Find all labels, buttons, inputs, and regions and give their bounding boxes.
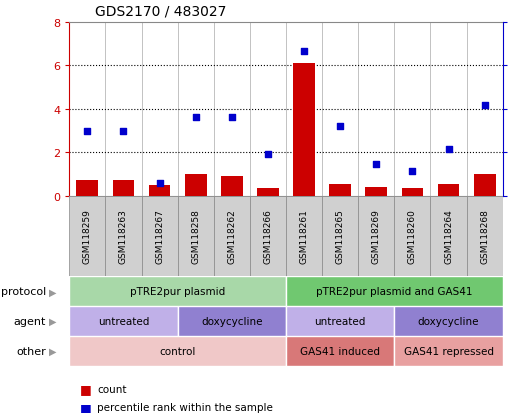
Text: pTRE2pur plasmid: pTRE2pur plasmid [130, 287, 225, 297]
FancyBboxPatch shape [286, 196, 322, 277]
Point [408, 169, 417, 175]
FancyBboxPatch shape [467, 196, 503, 277]
Text: ■: ■ [80, 401, 91, 413]
FancyBboxPatch shape [105, 196, 142, 277]
Text: GSM118268: GSM118268 [480, 209, 489, 264]
Bar [365, 188, 387, 196]
Text: untreated: untreated [98, 316, 149, 326]
FancyBboxPatch shape [214, 196, 250, 277]
Bar [221, 177, 243, 196]
FancyBboxPatch shape [394, 306, 503, 336]
FancyBboxPatch shape [286, 306, 394, 336]
FancyBboxPatch shape [177, 306, 286, 336]
Bar [438, 184, 460, 196]
Text: GSM118262: GSM118262 [227, 209, 236, 264]
Point [372, 161, 381, 168]
Point [155, 181, 164, 188]
Bar [293, 64, 315, 196]
Point [444, 146, 452, 153]
Text: GSM118263: GSM118263 [119, 209, 128, 264]
Text: GAS41 repressed: GAS41 repressed [404, 346, 494, 356]
FancyBboxPatch shape [322, 196, 358, 277]
Bar [402, 189, 423, 196]
FancyBboxPatch shape [69, 336, 286, 366]
Point [120, 129, 128, 135]
Bar [474, 174, 496, 196]
FancyBboxPatch shape [394, 196, 430, 277]
FancyBboxPatch shape [177, 196, 214, 277]
Text: control: control [160, 346, 196, 356]
FancyBboxPatch shape [250, 196, 286, 277]
Text: GSM118267: GSM118267 [155, 209, 164, 264]
Text: count: count [97, 384, 127, 394]
FancyBboxPatch shape [286, 277, 503, 306]
Point [228, 115, 236, 121]
FancyBboxPatch shape [394, 336, 503, 366]
Text: GSM118266: GSM118266 [264, 209, 272, 264]
Text: pTRE2pur plasmid and GAS41: pTRE2pur plasmid and GAS41 [316, 287, 472, 297]
Text: GSM118259: GSM118259 [83, 209, 92, 264]
Text: ■: ■ [80, 382, 91, 395]
Text: ▶: ▶ [49, 346, 56, 356]
Bar [76, 181, 98, 196]
Bar [329, 184, 351, 196]
Text: doxycycline: doxycycline [418, 316, 479, 326]
Text: doxycycline: doxycycline [201, 316, 263, 326]
FancyBboxPatch shape [286, 336, 394, 366]
Bar [185, 174, 207, 196]
FancyBboxPatch shape [69, 196, 105, 277]
Point [300, 49, 308, 55]
Text: ▶: ▶ [49, 287, 56, 297]
FancyBboxPatch shape [142, 196, 177, 277]
Text: agent: agent [14, 316, 46, 326]
Point [264, 151, 272, 158]
Point [336, 123, 344, 130]
FancyBboxPatch shape [430, 196, 467, 277]
Text: GSM118261: GSM118261 [300, 209, 308, 264]
Point [83, 129, 91, 135]
Text: GSM118264: GSM118264 [444, 209, 453, 264]
Text: GSM118265: GSM118265 [336, 209, 345, 264]
Text: protocol: protocol [1, 287, 46, 297]
Text: GSM118258: GSM118258 [191, 209, 200, 264]
FancyBboxPatch shape [358, 196, 394, 277]
Text: GSM118260: GSM118260 [408, 209, 417, 264]
Text: GSM118269: GSM118269 [372, 209, 381, 264]
Text: GAS41 induced: GAS41 induced [300, 346, 380, 356]
Point [481, 103, 489, 109]
FancyBboxPatch shape [69, 306, 177, 336]
Text: ▶: ▶ [49, 316, 56, 326]
Text: percentile rank within the sample: percentile rank within the sample [97, 402, 273, 412]
FancyBboxPatch shape [69, 277, 286, 306]
Text: GDS2170 / 483027: GDS2170 / 483027 [95, 5, 226, 19]
Bar [113, 181, 134, 196]
Point [191, 115, 200, 121]
Bar [149, 185, 170, 196]
Bar [257, 189, 279, 196]
Text: other: other [16, 346, 46, 356]
Text: untreated: untreated [314, 316, 366, 326]
